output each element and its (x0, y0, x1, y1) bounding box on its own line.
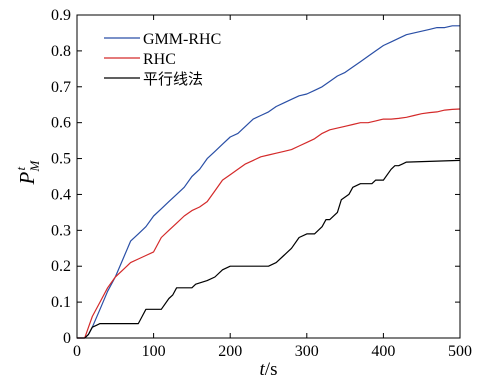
y-tick-label: 0.1 (51, 294, 71, 311)
y-tick-label: 0.3 (51, 222, 71, 239)
x-axis-label: t/s (260, 359, 278, 378)
x-axis-label-main: t (260, 359, 266, 378)
y-tick-label: 0 (63, 330, 71, 347)
y-tick-label: 0.2 (51, 258, 71, 275)
x-tick-label: 400 (371, 343, 395, 360)
series-line-2 (77, 159, 461, 339)
series-line-0 (77, 25, 460, 339)
x-tick-label: 300 (295, 343, 319, 360)
y-tick-label: 0.5 (51, 151, 71, 168)
svg-text:t: t (13, 167, 28, 171)
legend-label-0: GMM-RHC (143, 31, 221, 48)
y-tick-label: 0.8 (51, 43, 71, 60)
x-tick-label: 0 (73, 343, 81, 360)
legend-label-1: RHC (143, 51, 176, 68)
ticks-layer: 0 100 200 300 400 500 0 0.1 0.2 0.3 0.4 0.5 0.6 0.7 0.… (51, 7, 472, 360)
y-axis-label: P t M (13, 160, 42, 186)
y-axis-label-sub: M (27, 160, 42, 173)
x-axis-label-unit: /s (265, 359, 278, 378)
y-tick-label: 0.4 (51, 186, 71, 203)
x-tick-label: 100 (142, 343, 166, 360)
series-layer (77, 25, 461, 339)
legend-label-2: 平行线法 (143, 70, 203, 88)
series-line-1 (77, 108, 461, 339)
y-axis-label-sup: t (13, 167, 28, 171)
plot-frame (76, 14, 461, 339)
svg-text:P: P (15, 172, 39, 186)
x-tick-label: 200 (218, 343, 242, 360)
y-tick-label: 0.9 (51, 7, 71, 24)
y-tick-label: 0.7 (51, 79, 71, 96)
legend: GMM-RHC RHC 平行线法 (104, 31, 221, 88)
x-tick-label: 500 (448, 343, 472, 360)
y-tick-label: 0.6 (51, 115, 71, 132)
y-axis-label-main: P (15, 172, 39, 186)
svg-text:M: M (27, 160, 42, 173)
